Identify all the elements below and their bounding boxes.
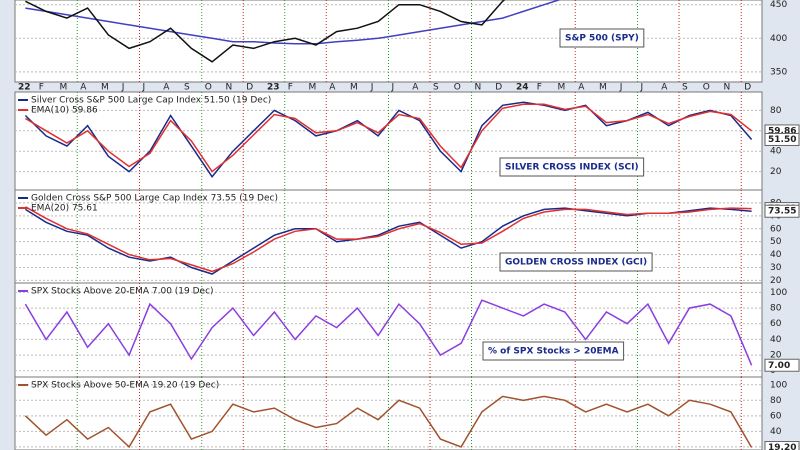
y-tick-label: 20 bbox=[770, 351, 782, 361]
value-label: 73.55 bbox=[768, 207, 796, 217]
x-tick-label: F bbox=[537, 83, 542, 93]
y-tick-label: 60 bbox=[770, 319, 782, 329]
y-tick-label: 40 bbox=[770, 147, 782, 157]
x-tick-label: J bbox=[142, 83, 146, 93]
y-tick-label: 20 bbox=[770, 276, 782, 286]
panel bbox=[14, 282, 763, 378]
legend-label: Silver Cross S&P 500 Large Cap Index 51.… bbox=[31, 96, 271, 106]
legend-label: Golden Cross S&P 500 Large Cap Index 73.… bbox=[31, 194, 278, 204]
annotation: GOLDEN CROSS INDEX (GCI) bbox=[505, 258, 647, 268]
x-tick-label: M bbox=[309, 83, 317, 93]
series-line bbox=[25, 0, 562, 45]
series-line bbox=[24, 299, 753, 366]
x-tick-label: D bbox=[246, 83, 253, 93]
value-label-box bbox=[764, 204, 800, 218]
panel-plot bbox=[15, 377, 762, 450]
x-tick-label: S bbox=[184, 83, 190, 93]
annotation: SILVER CROSS INDEX (SCI) bbox=[505, 163, 639, 173]
value-label-box bbox=[764, 441, 800, 450]
panel-plot bbox=[15, 0, 762, 82]
y-tick-label: 40 bbox=[770, 427, 782, 437]
x-tick-label: F bbox=[288, 83, 293, 93]
x-tick-label: M bbox=[60, 83, 68, 93]
x-tick-label: O bbox=[454, 83, 461, 93]
x-tick-label: A bbox=[80, 83, 87, 93]
value-label: 19.20 bbox=[768, 443, 796, 450]
x-tick-label: 22 bbox=[18, 83, 31, 93]
legend-label: EMA(20) 75.61 bbox=[31, 204, 98, 214]
y-tick-label: 80 bbox=[770, 396, 782, 406]
x-tick-label: M bbox=[558, 83, 566, 93]
value-label: 7.00 bbox=[768, 361, 790, 371]
x-tick-label: S bbox=[433, 83, 439, 93]
x-tick-label: J bbox=[391, 83, 395, 93]
y-tick-label: 50 bbox=[770, 237, 782, 247]
y-tick-label: 350 bbox=[770, 67, 787, 77]
x-tick-label: D bbox=[495, 83, 502, 93]
x-tick-label: 24 bbox=[516, 83, 529, 93]
legend-label: SPX Stocks Above 50-EMA 19.20 (19 Dec) bbox=[31, 381, 219, 391]
annotation-box bbox=[559, 28, 645, 48]
x-tick-label: M bbox=[101, 83, 109, 93]
value-label: 59.86 bbox=[768, 126, 796, 136]
legend-label: SPX Stocks Above 20-EMA 7.00 (19 Dec) bbox=[31, 287, 214, 297]
y-tick-label: 100 bbox=[770, 288, 787, 298]
x-tick-label: F bbox=[39, 83, 44, 93]
x-tick-label: A bbox=[412, 83, 419, 93]
x-tick-label: N bbox=[475, 83, 482, 93]
x-tick-label: J bbox=[619, 83, 623, 93]
value-label: 51.50 bbox=[768, 135, 796, 145]
panel-plot bbox=[15, 190, 762, 283]
y-tick-label: 100 bbox=[770, 380, 787, 390]
x-tick-label: 23 bbox=[267, 83, 280, 93]
legend-label: EMA(10) 59.86 bbox=[31, 106, 98, 116]
series-line bbox=[24, 395, 753, 449]
y-tick-label: 30 bbox=[770, 263, 782, 273]
series-line bbox=[25, 103, 753, 173]
value-label-box bbox=[764, 132, 800, 146]
x-tick-label: D bbox=[744, 83, 751, 93]
x-tick-label: A bbox=[329, 83, 336, 93]
x-tick-label: M bbox=[350, 83, 358, 93]
panel-plot bbox=[15, 92, 762, 190]
x-tick-label: S bbox=[682, 83, 688, 93]
annotation-box bbox=[482, 341, 625, 361]
annotation: % of SPX Stocks > 20EMA bbox=[488, 347, 619, 357]
x-tick-label: A bbox=[163, 83, 170, 93]
y-tick-label: 450 bbox=[770, 0, 787, 10]
y-tick-label: 400 bbox=[770, 34, 787, 44]
annotation-box bbox=[499, 157, 645, 177]
x-tick-label: J bbox=[370, 83, 374, 93]
x-tick-label: O bbox=[205, 83, 212, 93]
x-tick-label: O bbox=[703, 83, 710, 93]
y-tick-label: 40 bbox=[770, 250, 782, 260]
x-tick-label: A bbox=[661, 83, 668, 93]
y-tick-label: 60 bbox=[770, 411, 782, 421]
x-tick-label: J bbox=[640, 83, 644, 93]
x-tick-label: M bbox=[599, 83, 607, 93]
y-tick-label: 20 bbox=[770, 167, 782, 177]
annotation: S&P 500 (SPY) bbox=[565, 34, 639, 44]
y-tick-label: 60 bbox=[770, 224, 782, 234]
y-tick-label: 80 bbox=[770, 304, 782, 314]
series-line bbox=[25, 207, 752, 275]
x-tick-label: J bbox=[121, 83, 125, 93]
annotation-box bbox=[499, 252, 653, 272]
x-tick-label: A bbox=[578, 83, 585, 93]
y-tick-label: 80 bbox=[770, 106, 782, 116]
x-tick-label: N bbox=[724, 83, 731, 93]
panel-plot bbox=[15, 283, 762, 377]
y-tick-label: 40 bbox=[770, 335, 782, 345]
series-line bbox=[25, 206, 752, 273]
x-tick-label: N bbox=[226, 83, 233, 93]
series-line bbox=[25, 0, 506, 63]
value-label-box bbox=[764, 358, 800, 372]
